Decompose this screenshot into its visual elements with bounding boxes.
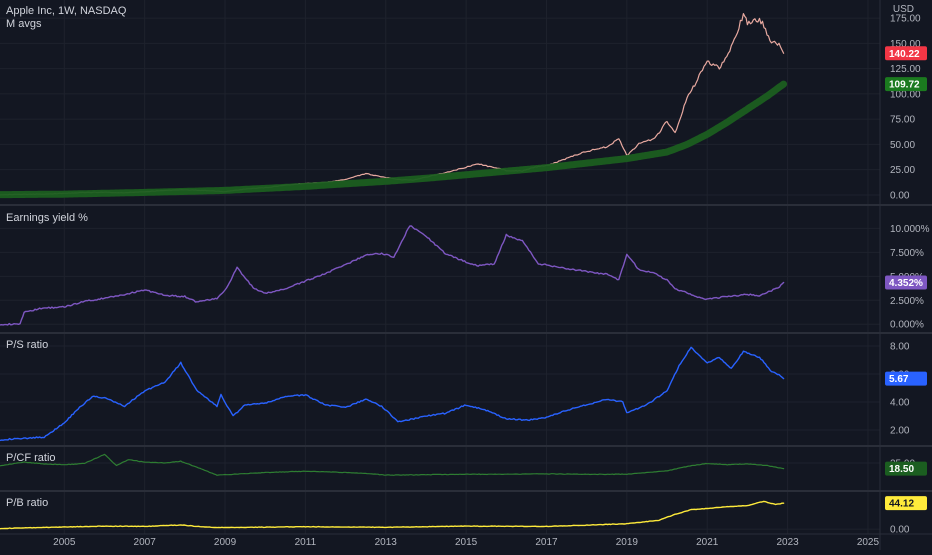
y-tick-label: 0.000%: [890, 320, 924, 331]
last-value-label: 18.50: [889, 464, 914, 475]
last-value-badge: [885, 77, 927, 92]
indicator-legend-mavgs[interactable]: M avgs: [6, 18, 42, 30]
y-tick-label: 50.00: [890, 140, 915, 151]
y-tick-label: 175.00: [890, 14, 921, 25]
y-tick-label: 125.00: [890, 64, 921, 75]
y-tick-label: 7.500%: [890, 248, 924, 259]
pcf-ratio-line[interactable]: [0, 453, 785, 476]
x-tick-label: 2013: [375, 537, 398, 548]
x-tick-label: 2009: [214, 537, 237, 548]
x-tick-label: 2019: [616, 537, 639, 548]
last-value-label: 140.22: [889, 49, 920, 60]
y-tick-label: 2.00: [890, 426, 910, 437]
pane-title-pcf-ratio[interactable]: P/CF ratio: [6, 452, 56, 464]
earnings-yield-line[interactable]: [0, 225, 785, 326]
y-tick-label: 10.000%: [890, 224, 930, 235]
last-value-badge: [885, 461, 927, 476]
last-value-badge: [885, 275, 927, 290]
x-tick-label: 2021: [696, 537, 719, 548]
y-tick-label: 0.00: [890, 190, 910, 201]
last-value-badge: [885, 371, 927, 386]
x-tick-label: 2015: [455, 537, 478, 548]
symbol-title[interactable]: Apple Inc, 1W, NASDAQ: [6, 5, 127, 17]
y-tick-label: 150.00: [890, 39, 921, 50]
x-tick-label: 2017: [535, 537, 558, 548]
y-tick-label: 4.00: [890, 398, 910, 409]
ps-ratio-line[interactable]: [0, 346, 785, 442]
last-value-label: 4.352%: [889, 278, 923, 289]
last-value-label: 109.72: [889, 80, 920, 91]
pane-title-ps-ratio[interactable]: P/S ratio: [6, 339, 49, 351]
y-tick-label: 25.00: [890, 165, 915, 176]
pb-ratio-line[interactable]: [0, 500, 785, 530]
pane-title-pb-ratio[interactable]: P/B ratio: [6, 497, 49, 509]
y-tick-label: 0.00: [890, 525, 910, 536]
x-tick-label: 2023: [776, 537, 799, 548]
moving-average-line[interactable]: [0, 80, 788, 199]
pane-title-earnings-yield[interactable]: Earnings yield %: [6, 212, 88, 224]
last-value-label: 44.12: [889, 499, 914, 510]
y-tick-label: 2.500%: [890, 296, 924, 307]
x-tick-label: 2007: [134, 537, 157, 548]
last-value-label: 5.67: [889, 374, 909, 385]
y-tick-label: 100.00: [890, 89, 921, 100]
last-value-badge: [885, 496, 927, 511]
price-line[interactable]: [0, 13, 785, 196]
last-value-badge: [885, 46, 927, 61]
y-tick-label: 8.00: [890, 342, 910, 353]
y-tick-label: 75.00: [890, 115, 915, 126]
currency-label: USD: [892, 4, 914, 15]
x-tick-label: 2005: [53, 537, 76, 548]
x-tick-label: 2011: [295, 537, 317, 548]
x-tick-label: 2025: [857, 537, 880, 548]
